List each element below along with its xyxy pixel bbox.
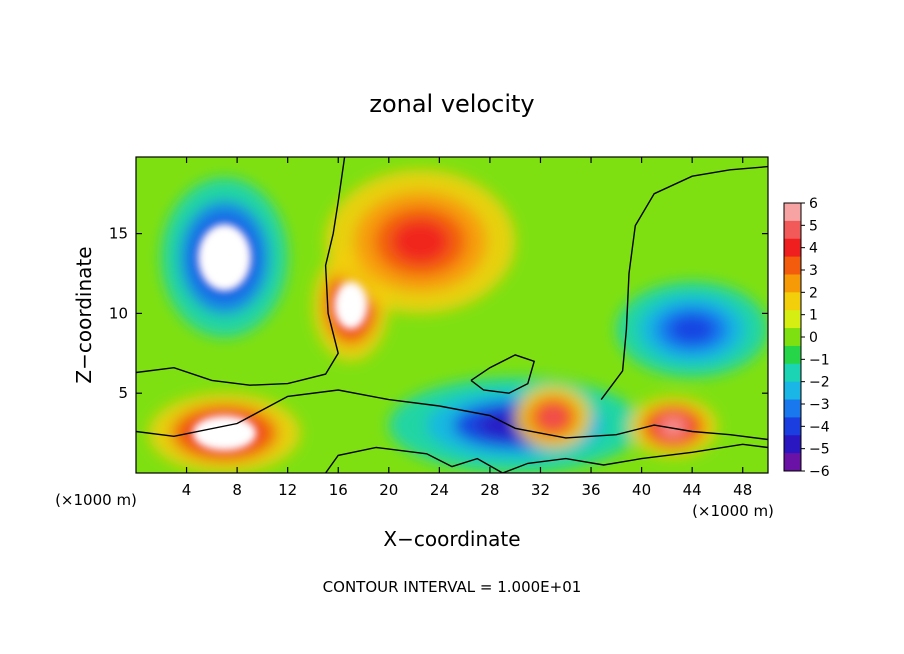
x-unit-label-right: (×1000 m) bbox=[692, 502, 774, 520]
colorbar-segment-0 bbox=[784, 203, 801, 222]
saturated-cores bbox=[192, 224, 367, 450]
contour-upper-left bbox=[136, 157, 346, 386]
plot-area bbox=[136, 157, 768, 473]
x-unit-label-left: (×1000 m) bbox=[55, 491, 137, 509]
colorbar-tick-label-10: −4 bbox=[809, 419, 830, 435]
x-tick-label-28: 28 bbox=[480, 481, 499, 499]
plot-frame bbox=[135, 156, 769, 474]
colorbar-segment-7 bbox=[784, 328, 801, 347]
colorbar-segment-3 bbox=[784, 256, 801, 275]
colorbar-segment-9 bbox=[784, 363, 801, 383]
colorbar-tick-label-7: −1 bbox=[809, 352, 830, 368]
x-tick-label-16: 16 bbox=[329, 481, 348, 499]
field-feature-7-level-3 bbox=[669, 314, 716, 344]
colorbar-segment-14 bbox=[784, 453, 801, 472]
x-tick-label-40: 40 bbox=[632, 481, 651, 499]
colorbar-tick-label-4: 2 bbox=[809, 285, 818, 301]
colorbar-tick-label-8: −2 bbox=[809, 375, 830, 391]
colorbar-tick-label-12: −6 bbox=[809, 464, 830, 480]
field-feature-2-level-3 bbox=[391, 219, 450, 264]
contour-bottom bbox=[325, 443, 768, 473]
contour-mid-gap bbox=[470, 354, 536, 394]
colorbar-tick-label-2: 4 bbox=[809, 241, 818, 257]
colorbar-segment-11 bbox=[784, 399, 801, 418]
x-tick-label-36: 36 bbox=[581, 481, 600, 499]
x-tick-label-24: 24 bbox=[430, 481, 449, 499]
colorbar-segment-8 bbox=[784, 345, 801, 365]
y-tick-label-10: 10 bbox=[109, 304, 128, 322]
x-tick-label-32: 32 bbox=[531, 481, 550, 499]
chart-title: zonal velocity bbox=[369, 90, 534, 118]
colorbar-segment-5 bbox=[784, 292, 801, 311]
y-tick-label-5: 5 bbox=[118, 384, 128, 402]
y-axis-label: Z−coordinate bbox=[72, 246, 96, 383]
saturated-core-3 bbox=[192, 416, 257, 450]
contour-lower-band bbox=[136, 389, 768, 441]
colorbar-segment-6 bbox=[784, 310, 801, 329]
colorbar-segment-2 bbox=[784, 238, 801, 258]
colorbar-tick-label-1: 5 bbox=[809, 218, 818, 234]
y-axis: 5 10 15 bbox=[109, 225, 768, 402]
y-tick-label-15: 15 bbox=[109, 225, 128, 243]
colorbar-segment-13 bbox=[784, 435, 801, 454]
colorbar-segment-1 bbox=[784, 220, 801, 240]
colorbar-tick-label-5: 1 bbox=[809, 308, 818, 324]
contour-interval-note: CONTOUR INTERVAL = 1.000E+01 bbox=[323, 578, 582, 596]
colorbar-segment-12 bbox=[784, 417, 801, 436]
x-tick-label-12: 12 bbox=[278, 481, 297, 499]
velocity-field bbox=[148, 169, 768, 473]
contour-right bbox=[600, 165, 768, 401]
contour-lines bbox=[136, 157, 768, 473]
x-tick-label-20: 20 bbox=[379, 481, 398, 499]
field-feature-5-level-3 bbox=[541, 407, 565, 427]
colorbar-tick-label-3: 3 bbox=[809, 263, 818, 279]
colorbar-tick-label-6: 0 bbox=[809, 330, 818, 346]
colorbar-tick-label-11: −5 bbox=[809, 442, 830, 458]
saturated-core-0 bbox=[197, 224, 252, 292]
x-axis-label: X−coordinate bbox=[383, 527, 520, 551]
x-axis: 4 8 12 16 20 24 28 32 36 40 44 48 bbox=[182, 157, 752, 499]
x-tick-label-4: 4 bbox=[182, 481, 192, 499]
x-tick-label-8: 8 bbox=[232, 481, 242, 499]
saturated-core-1 bbox=[334, 281, 367, 329]
colorbar-segment-10 bbox=[784, 381, 801, 401]
colorbar-tick-label-9: −3 bbox=[809, 397, 830, 413]
colorbar-tick-label-0: 6 bbox=[809, 196, 818, 212]
x-tick-label-44: 44 bbox=[683, 481, 702, 499]
x-tick-label-48: 48 bbox=[733, 481, 752, 499]
field-feature-6-level-3 bbox=[659, 417, 687, 436]
colorbar-segment-4 bbox=[784, 274, 801, 293]
colorbar: 6 5 4 3 2 1 0 −1 −2 −3 −4 −5 −6 bbox=[783, 196, 830, 480]
